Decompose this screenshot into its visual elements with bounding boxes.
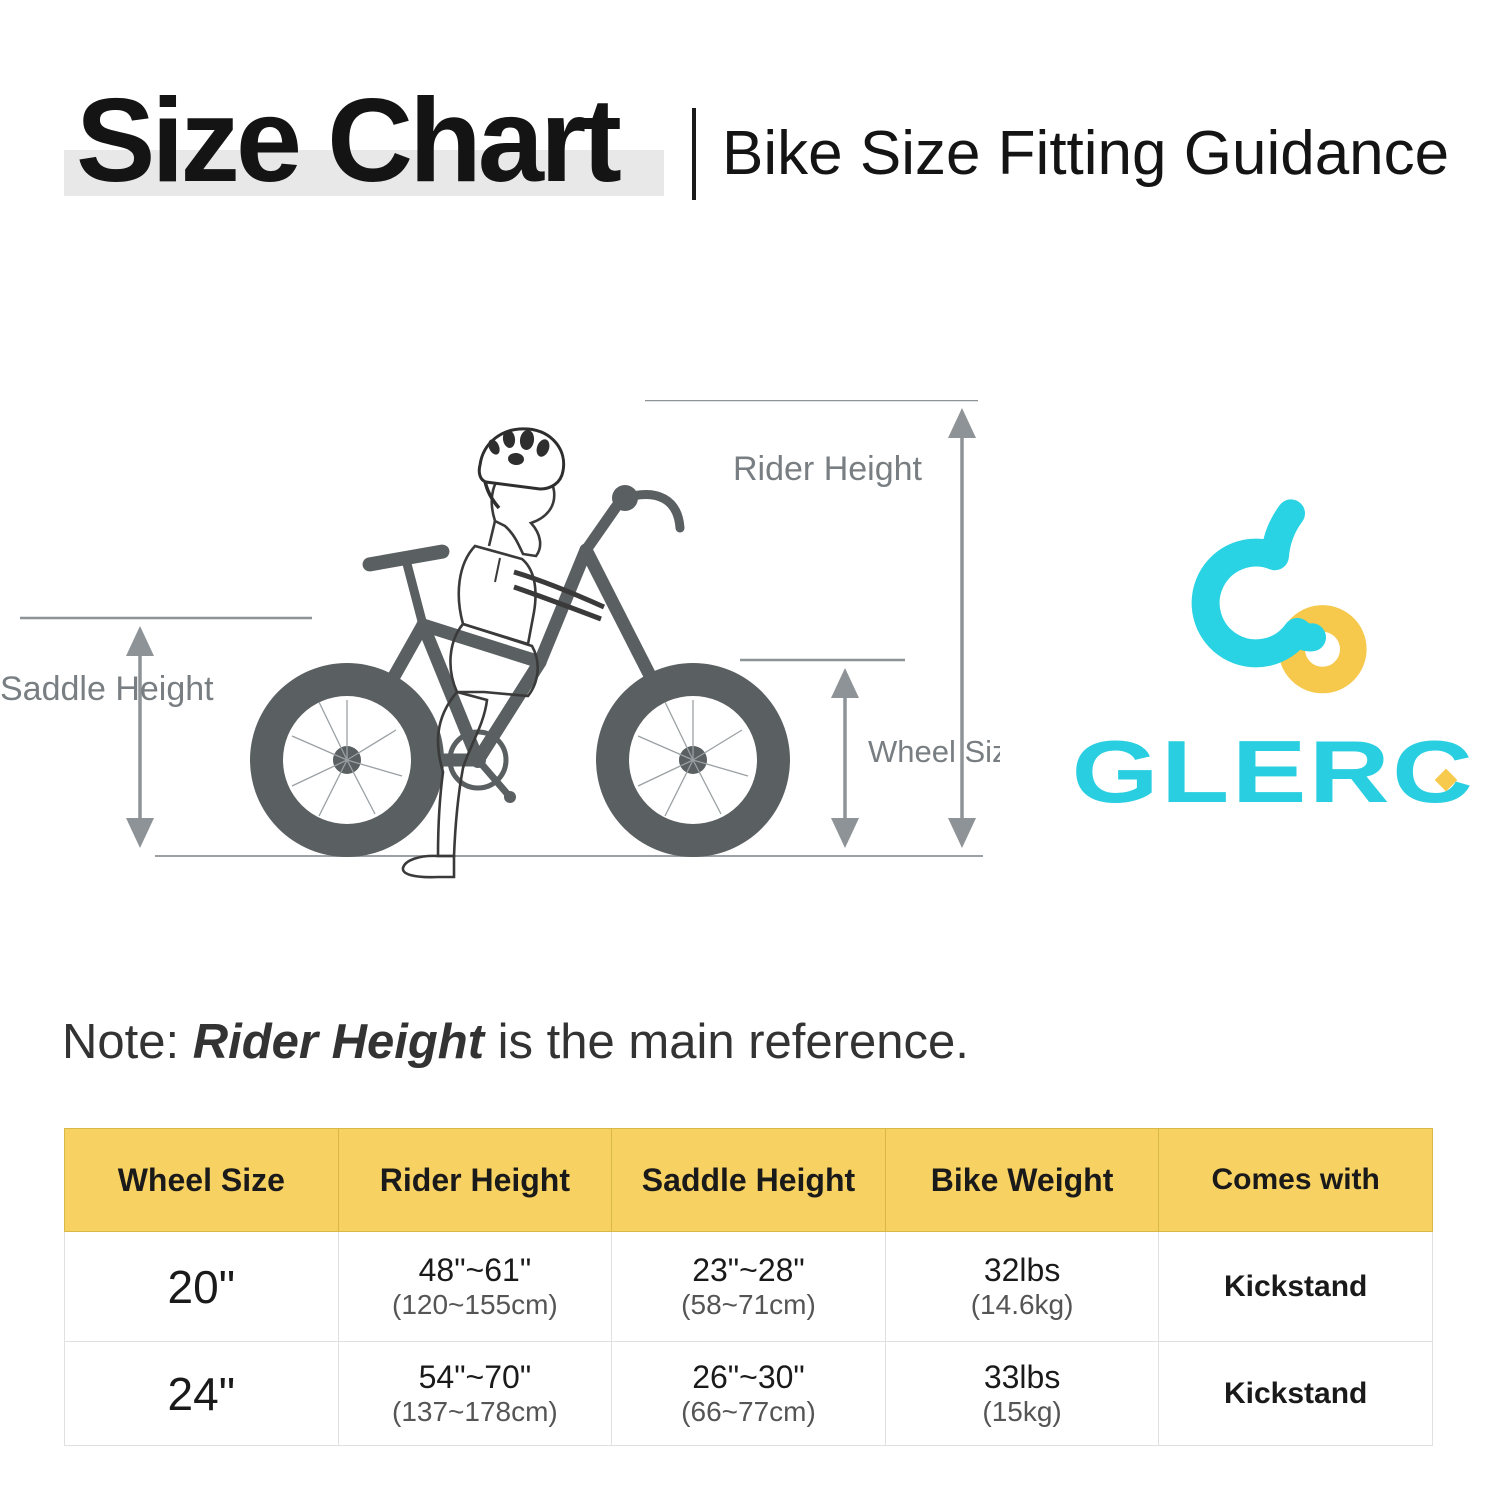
svg-text:Rider Height: Rider Height <box>733 450 923 488</box>
svg-text:GLERC: GLERC <box>1072 725 1476 821</box>
svg-text:Wheel Size: Wheel Size <box>868 734 1000 769</box>
svg-text:Saddle Height: Saddle Height <box>0 670 214 708</box>
